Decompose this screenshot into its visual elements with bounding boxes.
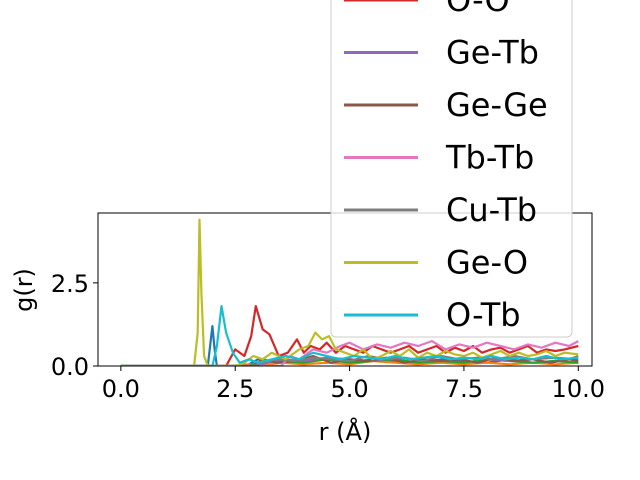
- series-line-o-tb: [120, 305, 579, 366]
- x-tick-label: 0.0: [102, 375, 140, 403]
- legend-label: Ge-Tb: [446, 34, 539, 72]
- x-tick-label: 10.0: [552, 375, 605, 403]
- series-line-tb-tb: [120, 340, 579, 366]
- series-layer: [120, 218, 579, 366]
- y-axis: 0.0 2.5: [51, 270, 98, 381]
- x-tick-label: 5.0: [330, 375, 368, 403]
- series-line-ge-ge: [120, 354, 579, 366]
- y-tick-label: 2.5: [51, 270, 89, 298]
- x-tick-label: 7.5: [445, 375, 483, 403]
- y-tick-label: 0.0: [51, 353, 89, 381]
- series-line-o-o: [120, 305, 579, 366]
- legend: O-O Ge-Tb Ge-Ge Tb-Tb Cu-Tb Ge-O O-Tb: [330, 0, 573, 338]
- legend-label: O-Tb: [446, 296, 521, 334]
- x-tick-label: 2.5: [216, 375, 254, 403]
- legend-label: Ge-Ge: [446, 86, 548, 124]
- x-axis-label: r (Å): [319, 417, 372, 446]
- legend-box: [330, 0, 573, 338]
- legend-label: Tb-Tb: [445, 139, 534, 177]
- legend-label: O-O: [446, 0, 510, 19]
- x-axis: 0.0 2.5 5.0 7.5 10.0: [102, 366, 605, 403]
- legend-label: Ge-O: [446, 244, 528, 282]
- y-axis-label: g(r): [10, 268, 38, 312]
- legend-label: Cu-Tb: [446, 191, 537, 229]
